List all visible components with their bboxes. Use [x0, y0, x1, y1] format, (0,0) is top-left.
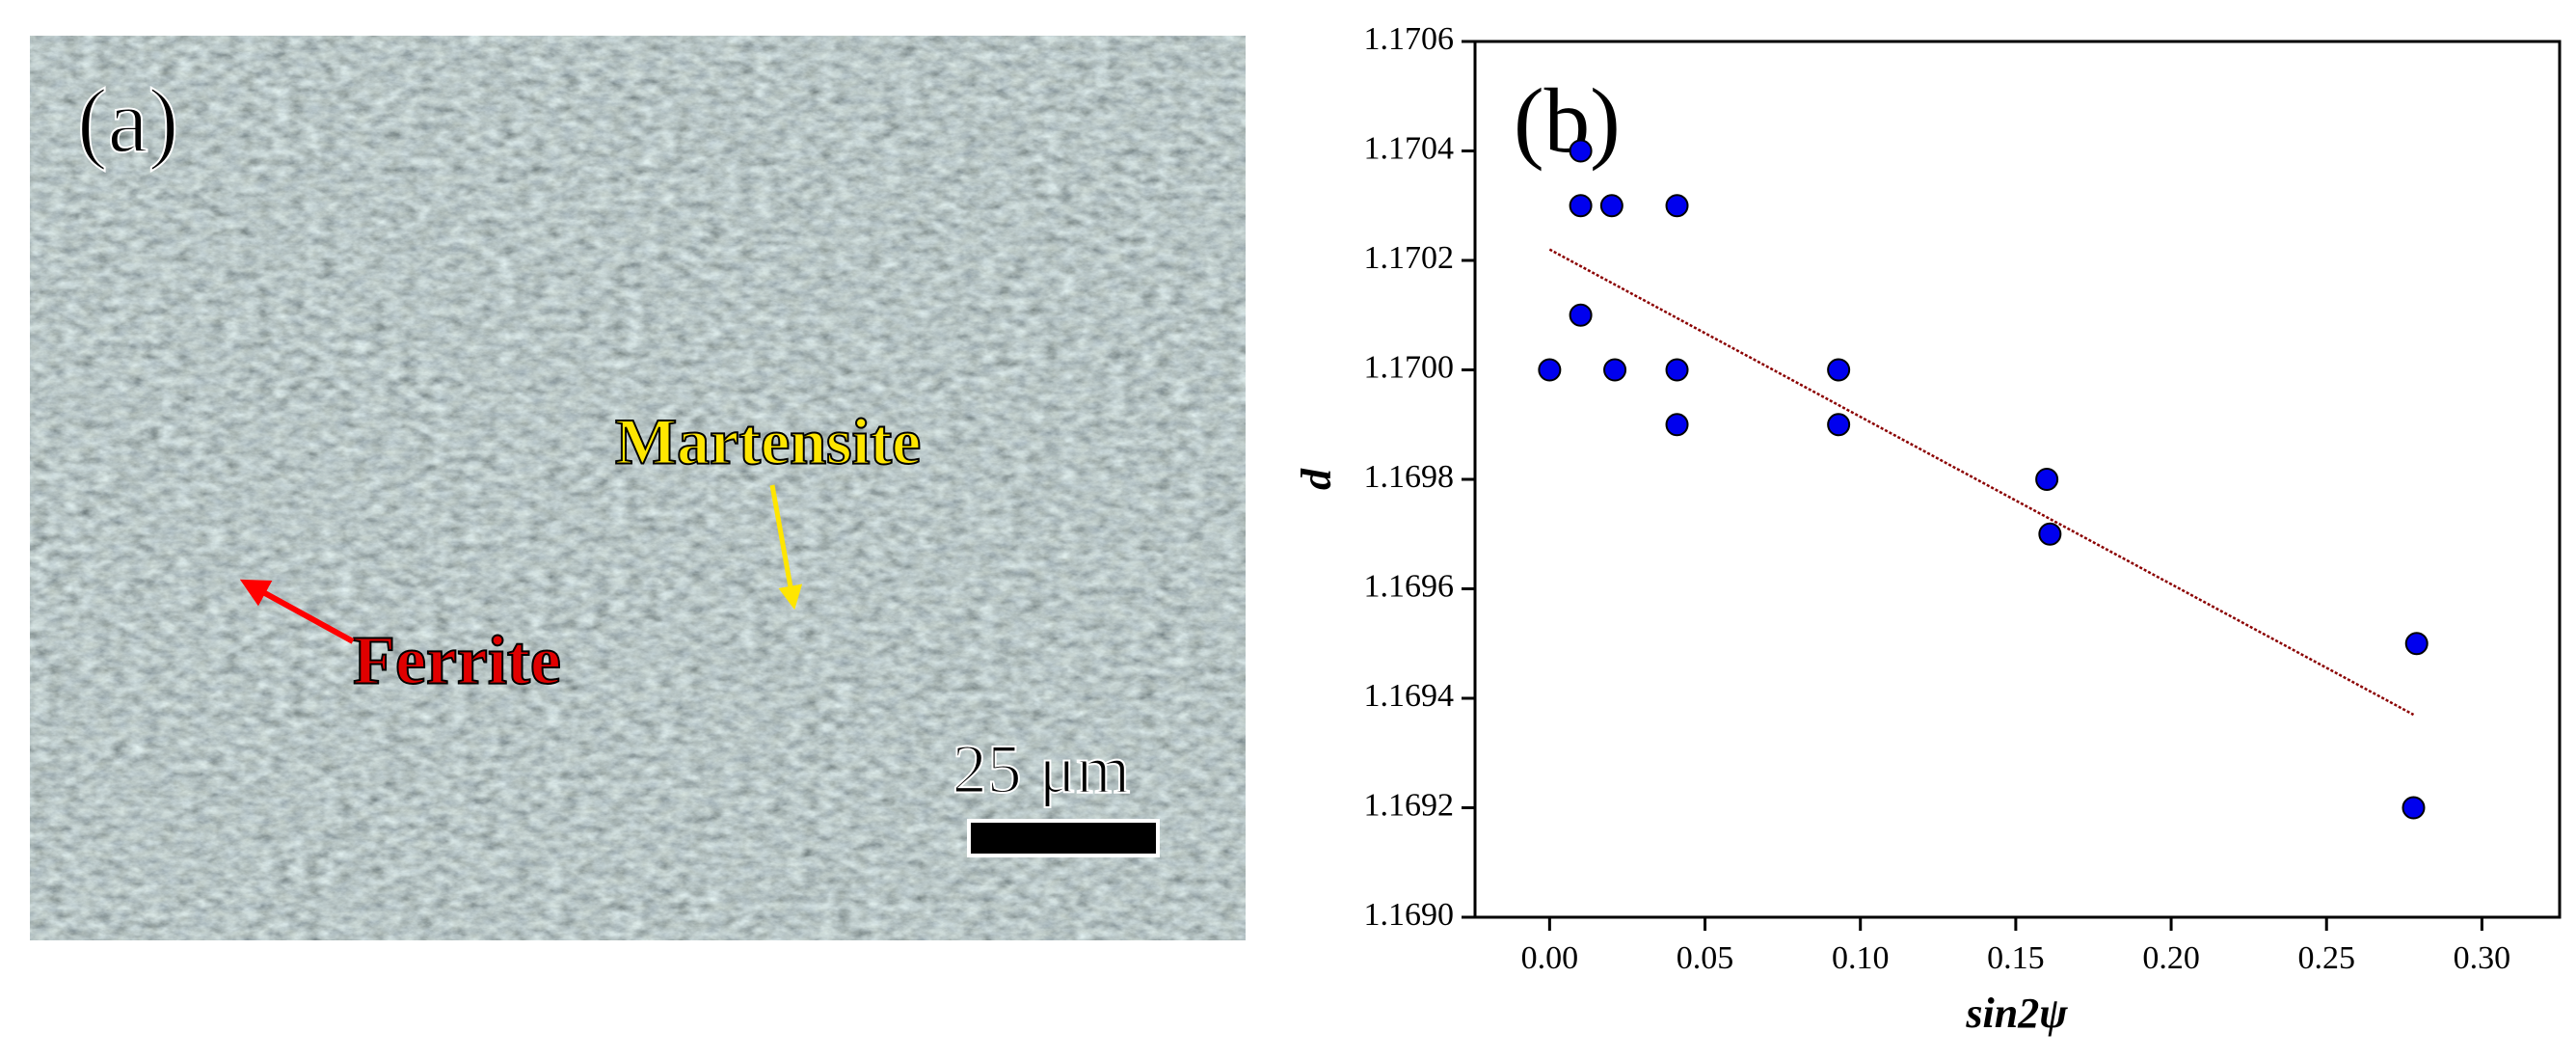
point — [1827, 358, 1851, 382]
plot-frame — [1473, 40, 2562, 919]
x-tick-label: 0.20 — [2142, 940, 2200, 976]
ferrite-label: Ferrite — [353, 622, 561, 699]
martensite-arrow — [769, 484, 803, 611]
y-tick-label: 1.1706 — [1364, 21, 1455, 57]
point — [1538, 358, 1562, 382]
x-tick-label: 0.00 — [1521, 940, 1579, 976]
point — [1665, 413, 1689, 437]
y-tick-label: 1.1702 — [1364, 240, 1455, 276]
scale-bar-label: 25 μm — [953, 731, 1131, 808]
point — [1569, 139, 1593, 163]
y-axis-label: d — [1293, 468, 1340, 490]
point — [2404, 632, 2428, 656]
y-tick-label: 1.1690 — [1364, 897, 1455, 933]
point — [1665, 358, 1689, 382]
panel-label: (a) — [77, 69, 178, 172]
point — [2038, 522, 2062, 546]
x-tick-label: 0.10 — [1832, 940, 1890, 976]
point — [2035, 468, 2059, 491]
x-tick-label: 0.25 — [2297, 940, 2355, 976]
y-tick-label: 1.1698 — [1364, 459, 1455, 495]
y-tick-label: 1.1704 — [1364, 130, 1455, 166]
y-tick-label: 1.1700 — [1364, 349, 1455, 385]
y-tick-label: 1.1694 — [1364, 678, 1455, 714]
fit-line — [1548, 248, 2415, 717]
scale-bar — [967, 819, 1160, 857]
point — [1569, 194, 1593, 218]
x-tick-label: 0.15 — [1987, 940, 2045, 976]
ferrite-arrow — [239, 579, 355, 644]
x-tick-label: 0.30 — [2454, 940, 2511, 976]
x-axis-label: sin2ψ — [1965, 990, 2068, 1037]
point — [1827, 413, 1851, 437]
point — [1599, 194, 1623, 218]
x-tick-label: 0.05 — [1677, 940, 1734, 976]
y-tick-label: 1.1696 — [1364, 568, 1455, 604]
martensite-label: Martensite — [615, 405, 921, 478]
point — [1603, 358, 1627, 382]
panel-label: (b) — [1514, 69, 1621, 172]
micrograph-image — [30, 36, 1246, 940]
y-tick-label: 1.1692 — [1364, 787, 1455, 823]
chart: (b) d sin2ψ 1.1690 1.1692 1.1694 1.1696 1.16… — [1293, 21, 2562, 1037]
point — [1665, 194, 1689, 218]
point — [1569, 303, 1593, 327]
micrograph-panel: (a) Martensite Ferrite 25 μm — [30, 36, 1246, 940]
point — [2402, 796, 2426, 820]
